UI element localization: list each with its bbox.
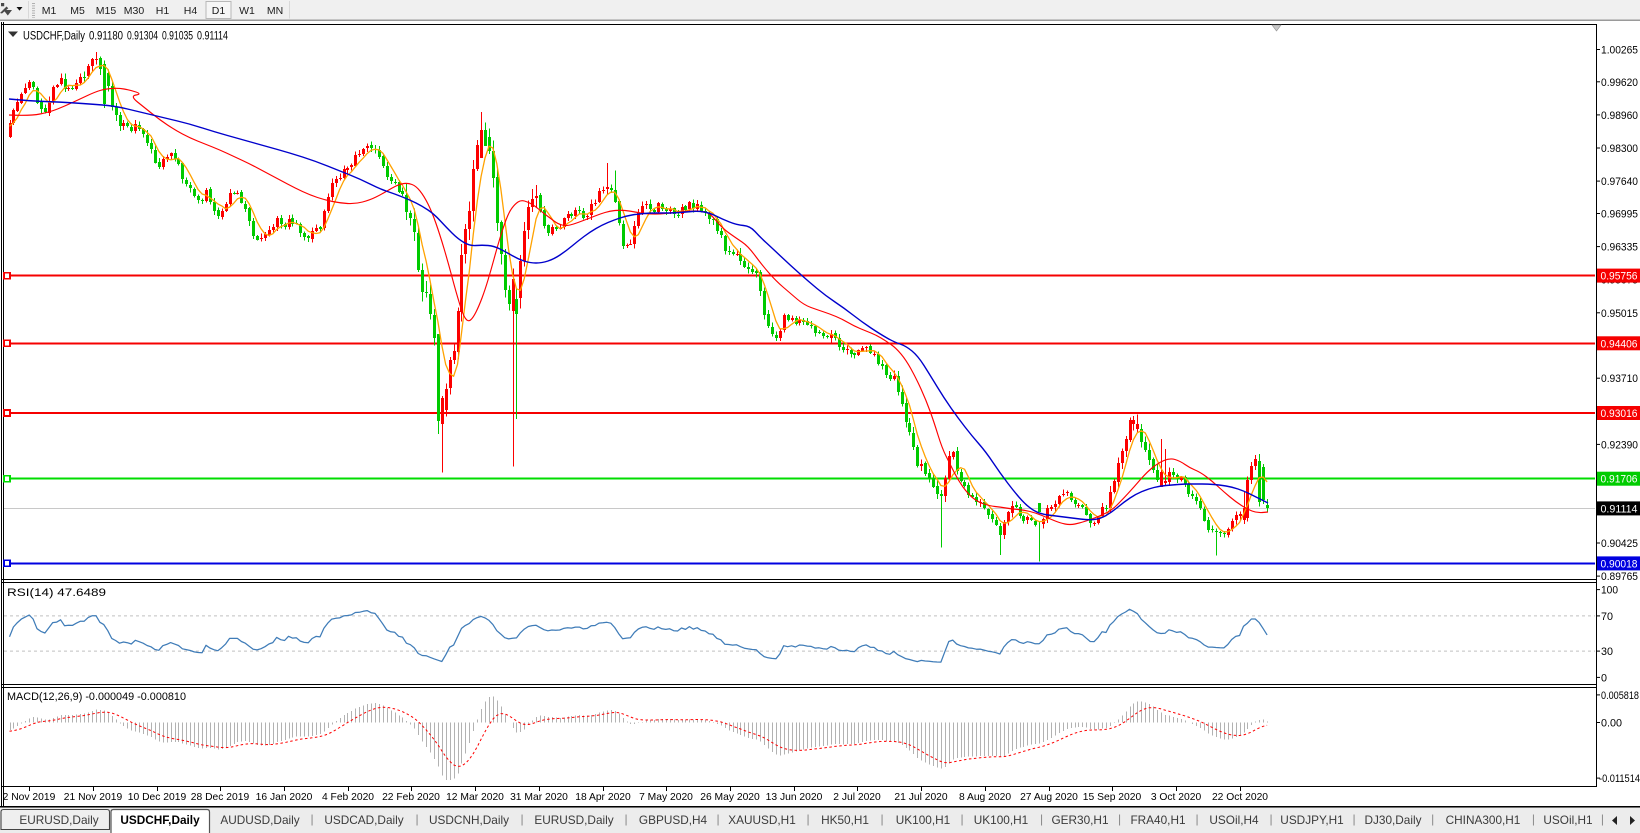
- svg-text:21 Jul 2020: 21 Jul 2020: [894, 792, 948, 803]
- svg-text:DJ30,Daily: DJ30,Daily: [1364, 813, 1421, 827]
- svg-text:0.93710: 0.93710: [1601, 373, 1638, 385]
- svg-text:USOil,H4: USOil,H4: [1209, 813, 1259, 827]
- svg-text:2 Jul 2020: 2 Jul 2020: [833, 792, 881, 803]
- svg-text:15 Sep 2020: 15 Sep 2020: [1083, 792, 1142, 803]
- svg-text:|: |: [1431, 812, 1434, 826]
- svg-text:GER30,H1: GER30,H1: [1051, 813, 1108, 827]
- svg-text:0.91304: 0.91304: [127, 31, 158, 43]
- svg-text:M5: M5: [70, 5, 85, 17]
- svg-text:28 Dec 2019: 28 Dec 2019: [191, 792, 250, 803]
- svg-text:70: 70: [1601, 611, 1613, 623]
- svg-text:0.96995: 0.96995: [1601, 209, 1638, 221]
- svg-text:W1: W1: [239, 5, 255, 17]
- svg-text:UK100,H1: UK100,H1: [896, 813, 950, 827]
- svg-text:|: |: [624, 812, 627, 826]
- svg-text:USOil,H1: USOil,H1: [1543, 813, 1592, 827]
- svg-text:AUDUSD,Daily: AUDUSD,Daily: [220, 813, 299, 827]
- svg-text:0.91035: 0.91035: [162, 31, 193, 43]
- svg-text:|: |: [1269, 812, 1272, 826]
- svg-text:0.92390: 0.92390: [1601, 439, 1638, 451]
- svg-text:22 Oct 2020: 22 Oct 2020: [1212, 792, 1268, 803]
- svg-text:FRA40,H1: FRA40,H1: [1130, 813, 1185, 827]
- svg-text:3 Oct 2020: 3 Oct 2020: [1151, 792, 1202, 803]
- svg-text:7 May 2020: 7 May 2020: [639, 792, 693, 803]
- svg-text:|: |: [1040, 812, 1043, 826]
- svg-text:0.98300: 0.98300: [1601, 143, 1638, 155]
- svg-text:0.93016: 0.93016: [1601, 408, 1638, 420]
- svg-text:GBPUSD,H4: GBPUSD,H4: [639, 813, 708, 827]
- svg-text:USDCHF,Daily: USDCHF,Daily: [120, 813, 200, 827]
- svg-text:0.89765: 0.89765: [1601, 571, 1638, 583]
- svg-text:|: |: [716, 812, 719, 826]
- svg-text:21 Nov 2019: 21 Nov 2019: [64, 792, 123, 803]
- svg-text:0.90018: 0.90018: [1601, 558, 1638, 570]
- svg-text:USDCNH,Daily: USDCNH,Daily: [429, 813, 509, 827]
- svg-text:HK50,H1: HK50,H1: [821, 813, 869, 827]
- svg-text:2 Nov 2019: 2 Nov 2019: [3, 792, 56, 803]
- svg-text:CHINA300,H1: CHINA300,H1: [1446, 813, 1521, 827]
- svg-text:|: |: [880, 812, 883, 826]
- svg-text:26 May 2020: 26 May 2020: [700, 792, 760, 803]
- svg-text:31 Mar 2020: 31 Mar 2020: [510, 792, 568, 803]
- svg-text:12 Mar 2020: 12 Mar 2020: [446, 792, 504, 803]
- svg-text:|: |: [520, 812, 523, 826]
- svg-text:0.005818: 0.005818: [1601, 690, 1639, 702]
- svg-text:M15: M15: [96, 5, 117, 17]
- svg-text:10 Dec 2019: 10 Dec 2019: [128, 792, 187, 803]
- svg-text:|: |: [310, 812, 313, 826]
- svg-text:H4: H4: [184, 5, 198, 17]
- svg-text:0.91180: 0.91180: [89, 31, 123, 43]
- svg-text:4 Feb 2020: 4 Feb 2020: [322, 792, 374, 803]
- svg-text:USDJPY,H1: USDJPY,H1: [1280, 813, 1343, 827]
- svg-text:|: |: [1601, 812, 1604, 826]
- svg-text:18 Apr 2020: 18 Apr 2020: [575, 792, 631, 803]
- svg-text:100: 100: [1601, 585, 1618, 597]
- svg-text:H1: H1: [156, 5, 170, 17]
- svg-text:USDCAD,Daily: USDCAD,Daily: [324, 813, 403, 827]
- svg-text:0.99620: 0.99620: [1601, 77, 1638, 89]
- svg-text:0.91706: 0.91706: [1601, 474, 1638, 486]
- svg-text:0.95756: 0.95756: [1601, 271, 1638, 283]
- svg-text:RSI(14) 47.6489: RSI(14) 47.6489: [7, 587, 106, 599]
- svg-text:D1: D1: [212, 5, 226, 17]
- svg-text:EURUSD,Daily: EURUSD,Daily: [534, 813, 613, 827]
- svg-text:EURUSD,Daily: EURUSD,Daily: [19, 813, 98, 827]
- svg-text:0.91114: 0.91114: [1601, 503, 1638, 515]
- svg-text:0.91114: 0.91114: [197, 31, 228, 43]
- svg-text:|: |: [806, 812, 809, 826]
- svg-text:XAUUSD,H1: XAUUSD,H1: [728, 813, 796, 827]
- svg-text:MN: MN: [267, 5, 283, 17]
- svg-text:M1: M1: [42, 5, 57, 17]
- svg-text:0.98960: 0.98960: [1601, 110, 1638, 122]
- svg-text:8 Aug 2020: 8 Aug 2020: [959, 792, 1011, 803]
- svg-text:0.95015: 0.95015: [1601, 308, 1638, 320]
- svg-text:0.96335: 0.96335: [1601, 242, 1638, 254]
- svg-text:0.97640: 0.97640: [1601, 176, 1638, 188]
- svg-text:0.00: 0.00: [1601, 718, 1622, 730]
- svg-text:0.90425: 0.90425: [1601, 538, 1638, 550]
- svg-text:|: |: [1195, 812, 1198, 826]
- svg-text:22 Feb 2020: 22 Feb 2020: [382, 792, 440, 803]
- svg-text:27 Aug 2020: 27 Aug 2020: [1020, 792, 1078, 803]
- svg-text:MACD(12,26,9) -0.000049 -0.000: MACD(12,26,9) -0.000049 -0.000810: [7, 691, 186, 703]
- svg-text:M30: M30: [124, 5, 145, 17]
- svg-text:|: |: [1532, 812, 1535, 826]
- svg-text:0: 0: [1601, 672, 1607, 684]
- svg-text:13 Jun 2020: 13 Jun 2020: [766, 792, 823, 803]
- svg-text:1.00265: 1.00265: [1601, 45, 1638, 57]
- svg-text:|: |: [415, 812, 418, 826]
- svg-text:UK100,H1: UK100,H1: [974, 813, 1028, 827]
- svg-text:-0.011514: -0.011514: [1599, 773, 1640, 785]
- svg-text:USDCHF,Daily: USDCHF,Daily: [23, 31, 85, 43]
- svg-text:|: |: [1352, 812, 1355, 826]
- svg-text:|: |: [1118, 812, 1121, 826]
- svg-text:30: 30: [1601, 646, 1613, 658]
- svg-text:0.94406: 0.94406: [1601, 338, 1638, 350]
- svg-text:16 Jan 2020: 16 Jan 2020: [256, 792, 313, 803]
- svg-text:|: |: [960, 812, 963, 826]
